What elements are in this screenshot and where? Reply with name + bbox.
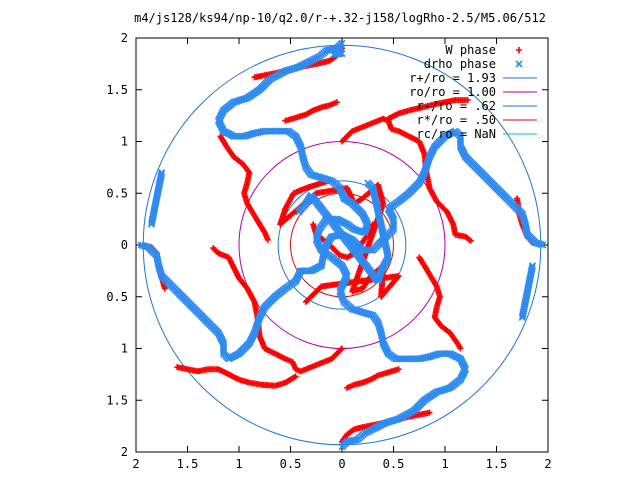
w-phase-point <box>302 298 309 305</box>
ref-circle <box>277 180 407 310</box>
axis-ticks: 2 1.5 1 0.5 0 0.5 1 1.5 221.510.500.511.52 <box>106 31 551 471</box>
x-tick-label: 0 <box>338 457 345 471</box>
legend-label: rc/ro = NaN <box>417 127 496 141</box>
w-phase-point <box>333 99 340 106</box>
w-phase-point <box>385 115 392 122</box>
legend-label: r+/ro = 1.93 <box>409 71 496 85</box>
w-phase-point <box>161 285 168 292</box>
y-tick-label: 2 <box>121 31 128 45</box>
y-tick-label: 1 <box>121 342 128 356</box>
w-phase-point <box>304 297 311 304</box>
drho-phase-point <box>331 50 339 58</box>
chart-title: m4/js128/ks94/np-10/q2.0/r-+.32-j158/log… <box>134 11 546 25</box>
drho-phase-point <box>292 277 300 285</box>
x-tick-label: 1 <box>441 457 448 471</box>
legend-label: r-/ro = .62 <box>417 99 496 113</box>
w-phase-point <box>344 384 351 391</box>
y-tick-label: 0.5 <box>106 290 128 304</box>
legend-label: drho phase <box>424 57 496 71</box>
w-phase-point <box>310 221 317 228</box>
w-phase-point <box>264 236 271 243</box>
drho-phase-point <box>330 50 338 59</box>
drho-phase-point <box>528 262 537 270</box>
legend-label: r*/ro = .50 <box>417 113 496 127</box>
x-tick-label: 2 <box>544 457 551 471</box>
drho-phase-point <box>515 60 523 68</box>
drho-phase-point <box>364 179 372 187</box>
y-tick-label: 1.5 <box>106 393 128 407</box>
x-tick-label: 1 <box>235 457 242 471</box>
w-phase-point <box>516 47 522 53</box>
x-tick-label: 0.5 <box>280 457 302 471</box>
ref-circle <box>238 141 446 349</box>
legend-label: W phase <box>445 43 496 57</box>
w-phase-point <box>426 409 433 416</box>
drho-phase-point <box>528 263 536 271</box>
w-phase-point <box>251 74 258 81</box>
legend-label: ro/ro = 1.00 <box>409 85 496 99</box>
w-phase-point <box>416 254 423 261</box>
x-tick-label: 2 <box>132 457 139 471</box>
y-tick-label: 1 <box>121 135 128 149</box>
y-tick-label: 0 <box>121 238 128 252</box>
phase-points <box>137 39 547 451</box>
w-phase-point <box>339 345 345 352</box>
x-tick-label: 1.5 <box>486 457 508 471</box>
x-tick-label: 0.5 <box>383 457 405 471</box>
drho-phase-series <box>137 39 547 451</box>
drho-phase-point <box>148 219 156 227</box>
y-tick-label: 0.5 <box>106 186 128 200</box>
y-tick-label: 2 <box>121 445 128 459</box>
drho-phase-point <box>147 220 156 228</box>
x-tick-label: 1.5 <box>177 457 199 471</box>
w-phase-point <box>292 373 299 380</box>
y-tick-label: 1.5 <box>106 83 128 97</box>
w-phase-point <box>339 138 345 145</box>
drho-phase-point <box>336 288 344 296</box>
